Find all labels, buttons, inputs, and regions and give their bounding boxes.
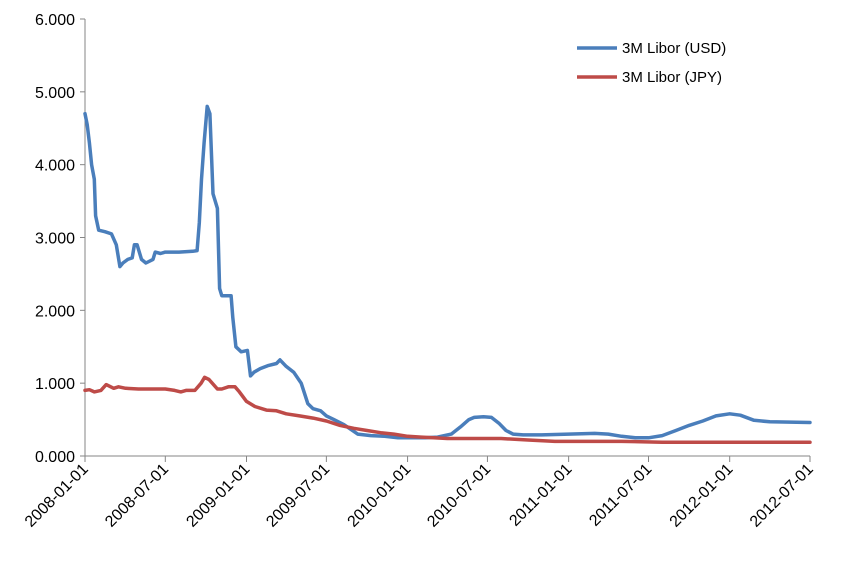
y-tick-label: 4.000 (35, 158, 75, 175)
y-tick-label: 2.000 (35, 303, 75, 320)
series-line-usd (83, 104, 812, 440)
x-tick-label: 2008-01-01 (22, 461, 92, 531)
series-lines (83, 104, 812, 444)
x-tick-label: 2012-01-01 (667, 461, 737, 531)
legend: 3M Libor (USD) 3M Libor (JPY) (577, 40, 726, 86)
x-tick-label: 2008-07-01 (102, 461, 172, 531)
y-tick-label: 6.000 (35, 12, 75, 29)
x-axis: 2008-01-01 2008-07-01 2009-01-01 2009-07-01… (22, 455, 817, 531)
legend-label-jpy: 3M Libor (JPY) (622, 69, 722, 86)
x-tick-label: 2012-07-01 (747, 461, 817, 531)
x-tick-label: 2011-07-01 (586, 461, 655, 530)
y-tick-label: 0.000 (35, 449, 75, 466)
x-tick-label: 2009-01-01 (183, 461, 253, 531)
y-tick-label: 5.000 (35, 85, 75, 102)
x-tick-label: 2010-07-01 (424, 461, 494, 531)
series-line-jpy (83, 375, 812, 444)
x-tick-label: 2009-07-01 (263, 461, 333, 531)
legend-label-usd: 3M Libor (USD) (622, 40, 726, 57)
y-tick-label: 1.000 (35, 376, 75, 393)
x-tick-label: 2010-01-01 (345, 461, 415, 531)
y-axis: 0.000 1.000 2.000 3.000 4.000 5.000 6.000 (35, 12, 86, 466)
y-tick-label: 3.000 (35, 231, 75, 248)
x-tick-label: 2011-01-01 (506, 461, 575, 530)
